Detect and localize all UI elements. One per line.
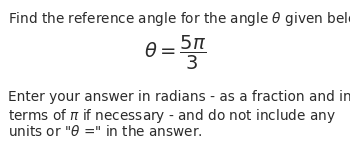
Text: terms of $\pi$ if necessary - and do not include any: terms of $\pi$ if necessary - and do not… <box>8 107 336 125</box>
Text: units or "$\theta$ =" in the answer.: units or "$\theta$ =" in the answer. <box>8 124 203 139</box>
Text: Find the reference angle for the angle $\theta$ given below.: Find the reference angle for the angle $… <box>8 10 350 28</box>
Text: $\theta = \dfrac{5\pi}{3}$: $\theta = \dfrac{5\pi}{3}$ <box>144 34 206 72</box>
Text: Enter your answer in radians - as a fraction and in: Enter your answer in radians - as a frac… <box>8 90 350 104</box>
